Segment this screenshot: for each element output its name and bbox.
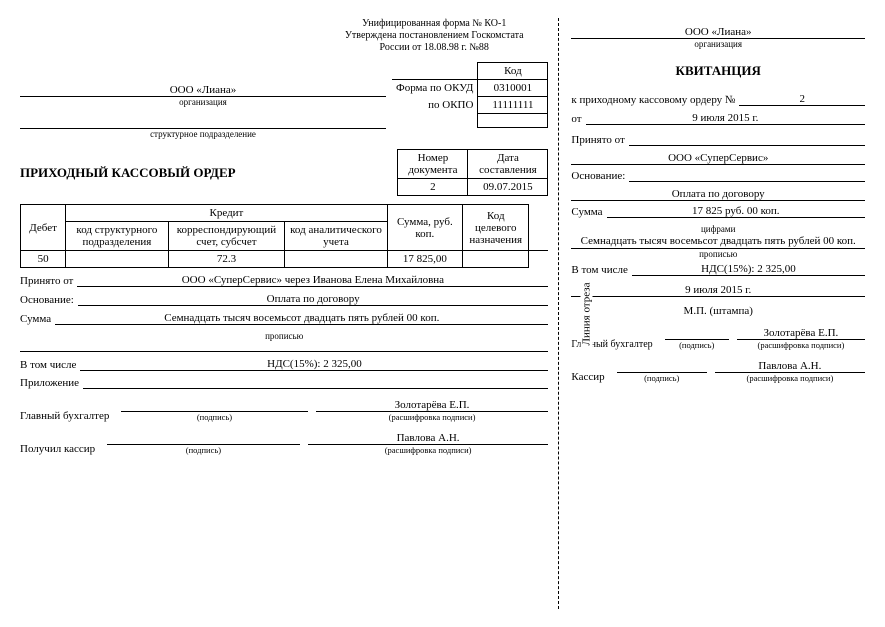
cashier-name: Павлова А.Н.: [308, 432, 549, 445]
okpo-label: по ОКПО: [392, 97, 478, 114]
sum-words: Семнадцать тысяч восемьсот двадцать пять…: [55, 312, 548, 325]
cell-sum: 17 825,00: [387, 251, 462, 268]
code-table: Код Форма по ОКУД0310001 по ОКПО11111111: [392, 62, 548, 128]
r-date-value: 9 июля 2015 г.: [586, 112, 865, 125]
cashier-name-sub: (расшифровка подписи): [308, 445, 549, 455]
r-chief-name: Золотарёва Е.П.: [737, 327, 865, 340]
r-incl-value: НДС(15%): 2 325,00: [632, 263, 865, 276]
num-label: Номер документа: [398, 150, 468, 179]
r-chief-sig: [665, 327, 729, 340]
th-purpose: Код целевого назначения: [463, 205, 529, 251]
form-header-line2: Утверждена постановлением Госкомстата: [320, 30, 548, 42]
num-value: 2: [398, 179, 468, 196]
cell-corr: 72.3: [168, 251, 285, 268]
cell-debit: 50: [21, 251, 66, 268]
cell-anal: [285, 251, 387, 268]
form-header-line3: России от 18.08.98 г. №88: [320, 42, 548, 54]
main-order: Унифицированная форма № КО-1 Утверждена …: [20, 18, 558, 609]
okud-value: 0310001: [478, 80, 548, 97]
r-org-name: ООО «Лиана»: [571, 26, 865, 39]
chief-sig-sub: (подпись): [121, 412, 307, 422]
chief-name: Золотарёва Е.П.: [316, 399, 549, 412]
sum-label: Сумма: [20, 313, 55, 325]
sum-line2: [20, 341, 548, 352]
date-label: Дата составления: [468, 150, 548, 179]
subdivision-line: [20, 117, 386, 129]
r-title: КВИТАНЦИЯ: [571, 63, 865, 79]
r-sum-label: Сумма: [571, 206, 606, 218]
th-corr: корреспондирующий счет, субсчет: [168, 222, 285, 251]
r-org-sub: организация: [571, 39, 865, 49]
cell-purpose: [463, 251, 529, 268]
org-name: ООО «Лиана»: [20, 84, 386, 97]
r-basis-label: Основание:: [571, 170, 629, 182]
cell-subdiv: [66, 251, 168, 268]
r-chief-name-sub: (расшифровка подписи): [737, 340, 865, 350]
r-order-num: 2: [739, 93, 865, 106]
th-sum: Сумма, руб. коп.: [387, 205, 462, 251]
r-to-order: к приходному кассовому ордеру №: [571, 94, 739, 106]
r-sum-value: 17 825 руб. 00 коп.: [607, 205, 865, 218]
r-from-blank: [629, 133, 865, 146]
cut-line-label: Линия отреза: [581, 278, 593, 349]
r-sum-sub-digits: цифрами: [571, 224, 865, 234]
r-date-label: от: [571, 113, 585, 125]
attach-label: Приложение: [20, 377, 83, 389]
cashier-sig: [107, 432, 300, 445]
form-header-line1: Унифицированная форма № КО-1: [320, 18, 548, 30]
cell-blank: [529, 251, 548, 268]
incl-label: В том числе: [20, 359, 80, 371]
r-basis-value: Оплата по договору: [571, 188, 865, 201]
from-label: Принято от: [20, 275, 77, 287]
r-cashier-label: Кассир: [571, 371, 608, 383]
cashier-label: Получил кассир: [20, 443, 99, 455]
chief-label: Главный бухгалтер: [20, 410, 113, 422]
doc-title: ПРИХОДНЫЙ КАССОВЫЙ ОРДЕР: [20, 165, 397, 181]
basis-value: Оплата по договору: [78, 293, 549, 306]
code-header: Код: [478, 63, 548, 80]
form-header: Унифицированная форма № КО-1 Утверждена …: [20, 18, 548, 54]
date-value: 09.07.2015: [468, 179, 548, 196]
receipt: ООО «Лиана» организация КВИТАНЦИЯ к прих…: [559, 18, 865, 609]
incl-value: НДС(15%): 2 325,00: [80, 358, 548, 371]
th-debit: Дебет: [21, 205, 66, 251]
cashier-sig-sub: (подпись): [107, 445, 300, 455]
r-cashier-sig: [617, 360, 707, 373]
r-stamp: М.П. (штампа): [571, 305, 865, 317]
r-from-value: ООО «СуперСервис»: [571, 152, 865, 165]
th-credit: Кредит: [66, 205, 387, 222]
th-subdiv: код структурного подразделения: [66, 222, 168, 251]
from-value: ООО «СуперСервис» через Иванова Елена Ми…: [77, 274, 548, 287]
r-incl-label: В том числе: [571, 264, 631, 276]
attach-value: [83, 388, 548, 389]
okpo-value: 11111111: [478, 97, 548, 114]
r-cashier-name: Павлова А.Н.: [715, 360, 865, 373]
th-anal: код аналитического учета: [285, 222, 387, 251]
th-blank: [529, 205, 548, 251]
r-from-label: Принято от: [571, 134, 628, 146]
okud-label: Форма по ОКУД: [392, 80, 478, 97]
sum-sublabel: прописью: [20, 331, 548, 341]
r-sum-words: Семнадцать тысяч восемьсот двадцать пять…: [571, 234, 865, 249]
org-sublabel: организация: [20, 97, 386, 107]
r-date2: 9 июля 2015 г.: [571, 284, 865, 297]
basis-label: Основание:: [20, 294, 78, 306]
r-sum-sub-words: прописью: [571, 249, 865, 259]
document-page: Унифицированная форма № КО-1 Утверждена …: [0, 0, 885, 627]
chief-name-sub: (расшифровка подписи): [316, 412, 549, 422]
r-basis-blank: [629, 169, 865, 182]
accounting-table: Дебет Кредит Сумма, руб. коп. Код целево…: [20, 204, 548, 268]
r-chief-sig-sub: (подпись): [665, 340, 729, 350]
subdivision-sublabel: структурное подразделение: [20, 129, 386, 139]
docnum-table: Номер документа Дата составления 2 09.07…: [397, 149, 548, 196]
cut-line: Линия отреза: [558, 18, 559, 609]
r-cashier-name-sub: (расшифровка подписи): [715, 373, 865, 383]
code-empty: [478, 114, 548, 128]
chief-sig: [121, 399, 307, 412]
r-cashier-sig-sub: (подпись): [617, 373, 707, 383]
